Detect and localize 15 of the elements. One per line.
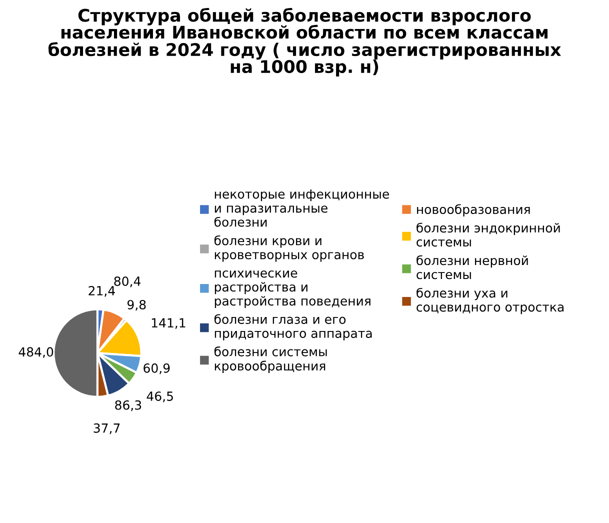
data-label: 484,0: [18, 347, 54, 358]
data-label: 37,7: [94, 423, 120, 434]
legend-label: болезни уха и соцевидного отростка: [416, 288, 564, 314]
data-label: 80,4: [114, 276, 141, 288]
legend-label: болезни системы кровообращения: [214, 346, 327, 374]
legend-label: некоторые инфекционные и паразитальные болезни: [214, 189, 389, 227]
data-label: 21,4: [88, 286, 115, 297]
chart-title: Структура общей заболеваемости взрослого населения Ивановской области по всем классам болезней в 2024 году ( число зарегистрированных на 1000 взр. н): [48, 8, 562, 76]
legend-label: психические растройства и растройства поведения: [214, 270, 370, 308]
data-label: 46,5: [146, 391, 173, 402]
legend-label: новообразования: [417, 204, 530, 216]
data-label: 86,3: [115, 400, 142, 412]
data-label: 60,9: [144, 363, 170, 374]
data-label: 141,1: [152, 318, 186, 329]
data-label: 9,8: [127, 300, 146, 311]
